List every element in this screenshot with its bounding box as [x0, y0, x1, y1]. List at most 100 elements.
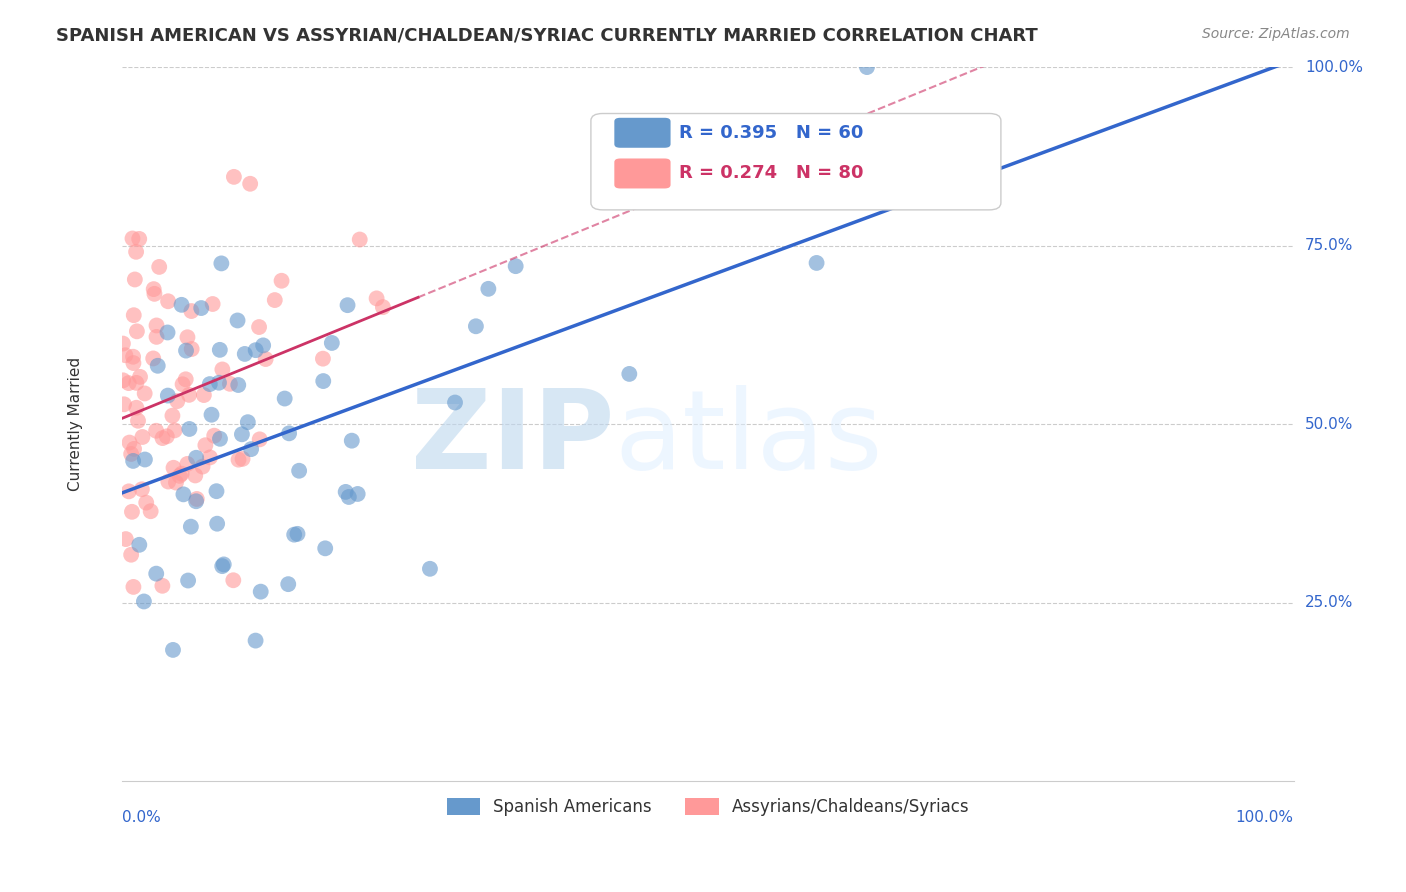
Point [219, 376, 242, 391]
Point [444, 395, 467, 409]
Point [143, 286, 166, 301]
Point [172, 377, 194, 392]
Legend: Spanish Americans, Assyrians/Chaldeans/Syriacs: Spanish Americans, Assyrians/Chaldeans/S… [440, 791, 976, 822]
Point [145, 318, 167, 333]
Point [142, 282, 165, 296]
Point [222, 574, 245, 588]
Text: 100.0%: 100.0% [1305, 60, 1362, 75]
Point [419, 562, 441, 576]
FancyBboxPatch shape [614, 118, 671, 148]
Point [233, 347, 256, 361]
Point [148, 260, 170, 274]
Point [254, 352, 277, 367]
Point [131, 430, 153, 444]
Point [163, 423, 186, 437]
Point [209, 256, 232, 270]
Point [150, 579, 173, 593]
Point [464, 319, 486, 334]
Point [170, 467, 193, 481]
Point [201, 297, 224, 311]
Point [180, 519, 202, 533]
Point [179, 422, 201, 436]
Text: 25.0%: 25.0% [1305, 595, 1353, 610]
Point [263, 293, 285, 307]
Point [122, 442, 145, 456]
Point [191, 459, 214, 474]
Point [337, 490, 360, 504]
Point [212, 558, 235, 572]
Text: ZIP: ZIP [411, 384, 614, 491]
Point [145, 566, 167, 581]
Point [176, 457, 198, 471]
Point [186, 450, 208, 465]
Point [277, 577, 299, 591]
Text: R = 0.274   N = 80: R = 0.274 N = 80 [679, 164, 863, 183]
Point [120, 447, 142, 461]
Point [118, 376, 141, 391]
Point [231, 427, 253, 442]
Point [122, 454, 145, 468]
Point [226, 313, 249, 327]
Point [124, 272, 146, 286]
Point [278, 426, 301, 441]
Point [273, 392, 295, 406]
Point [129, 370, 152, 384]
Point [174, 343, 197, 358]
Point [177, 574, 200, 588]
Point [349, 233, 371, 247]
Point [127, 414, 149, 428]
Point [132, 594, 155, 608]
Point [152, 431, 174, 445]
Point [122, 308, 145, 322]
Point [198, 377, 221, 392]
FancyBboxPatch shape [614, 159, 671, 188]
Text: 75.0%: 75.0% [1305, 238, 1353, 253]
Point [228, 452, 250, 467]
Point [125, 244, 148, 259]
Point [249, 433, 271, 447]
Text: Source: ZipAtlas.com: Source: ZipAtlas.com [1202, 27, 1350, 41]
Point [122, 350, 145, 364]
Point [346, 487, 368, 501]
Point [169, 468, 191, 483]
Text: 100.0%: 100.0% [1236, 810, 1294, 824]
Point [145, 330, 167, 344]
Point [340, 434, 363, 448]
Point [312, 374, 335, 388]
Point [139, 504, 162, 518]
Point [208, 376, 231, 390]
Point [156, 429, 179, 443]
Text: SPANISH AMERICAN VS ASSYRIAN/CHALDEAN/SYRIAC CURRENTLY MARRIED CORRELATION CHART: SPANISH AMERICAN VS ASSYRIAN/CHALDEAN/SY… [56, 27, 1038, 45]
Point [157, 475, 180, 489]
Point [177, 388, 200, 402]
Point [122, 356, 145, 370]
Text: atlas: atlas [614, 384, 883, 491]
Point [125, 376, 148, 390]
Point [208, 432, 231, 446]
Point [135, 496, 157, 510]
Point [174, 372, 197, 386]
Point [205, 484, 228, 499]
Point [222, 169, 245, 184]
Point [184, 494, 207, 508]
Point [806, 256, 828, 270]
Point [226, 378, 249, 392]
Point [321, 335, 343, 350]
Point [247, 320, 270, 334]
Point [118, 484, 141, 499]
Point [184, 468, 207, 483]
Point [619, 367, 641, 381]
Point [477, 282, 499, 296]
Point [165, 475, 187, 490]
Point [312, 351, 335, 366]
Point [270, 274, 292, 288]
Point [142, 351, 165, 366]
Point [249, 584, 271, 599]
Text: 50.0%: 50.0% [1305, 417, 1353, 432]
Point [245, 633, 267, 648]
Point [283, 527, 305, 541]
Point [232, 451, 254, 466]
Point [162, 460, 184, 475]
Point [371, 300, 394, 314]
Point [190, 301, 212, 315]
